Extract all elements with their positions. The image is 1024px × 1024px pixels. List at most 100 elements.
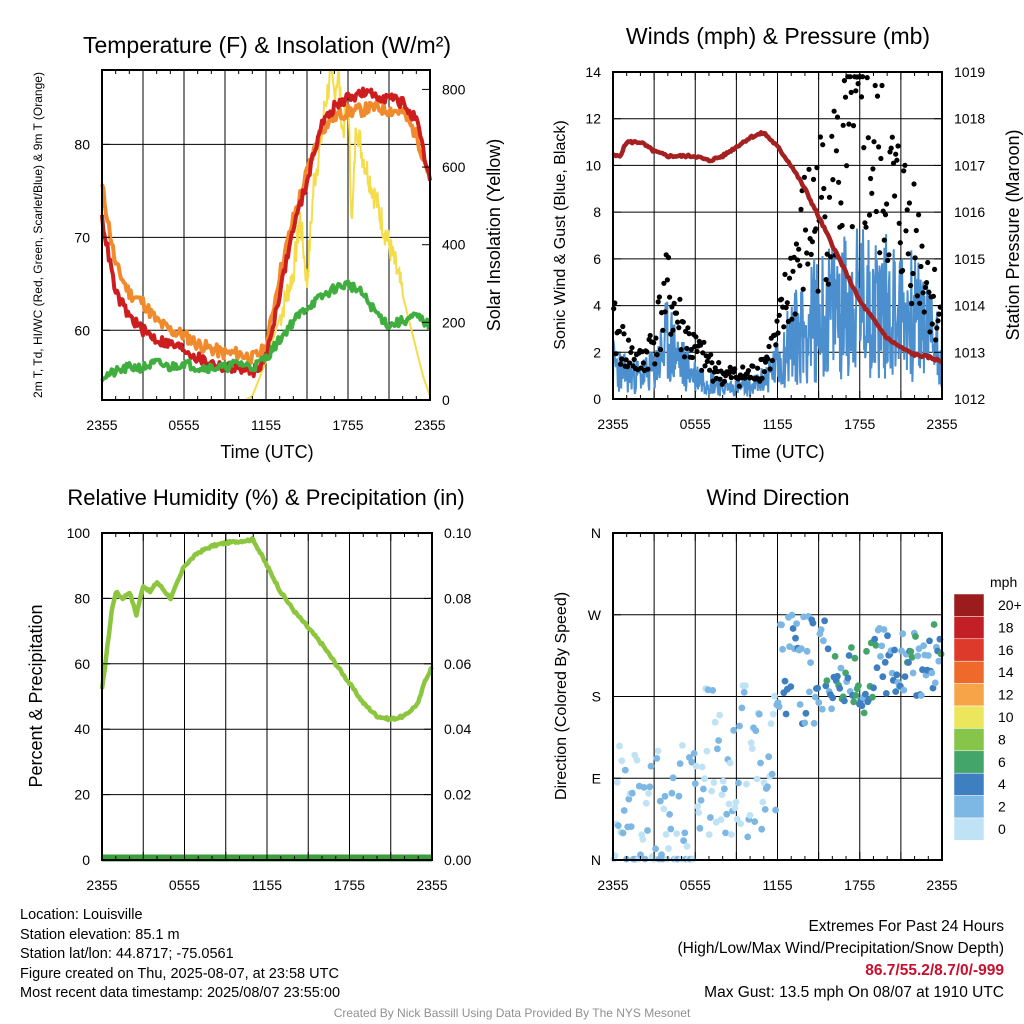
gust-point xyxy=(783,305,789,311)
direction-point xyxy=(680,837,687,844)
extremes-values: 86.7/55.2/8.7/0/-999 xyxy=(865,962,1004,979)
direction-point xyxy=(661,792,669,800)
gust-point xyxy=(657,346,664,353)
gust-point xyxy=(726,371,732,377)
gust-point xyxy=(708,352,714,358)
gust-point xyxy=(709,360,715,366)
gust-point xyxy=(813,226,819,232)
direction-point xyxy=(769,710,777,718)
direction-point xyxy=(778,621,785,629)
gust-point xyxy=(689,354,696,361)
direction-point xyxy=(656,797,664,805)
direction-point xyxy=(690,750,698,757)
gust-point xyxy=(645,366,651,372)
gust-point xyxy=(878,155,884,162)
station-elevation: Station elevation: 85.1 m xyxy=(20,926,180,943)
gust-point xyxy=(802,227,809,233)
direction-point xyxy=(694,803,701,810)
humidity-ytick-label: 40 xyxy=(74,721,90,737)
gust-point xyxy=(914,293,921,299)
precipitation-ytick-right-label: 0.08 xyxy=(444,590,471,606)
gust-point xyxy=(876,144,882,150)
gust-point xyxy=(912,255,918,261)
gust-point xyxy=(848,89,854,95)
direction-point xyxy=(807,659,814,666)
direction-point xyxy=(714,745,721,753)
colorbar-label: 6 xyxy=(998,754,1006,770)
gust-point xyxy=(685,325,691,331)
gust-point xyxy=(849,224,855,230)
gust-point xyxy=(647,332,653,339)
direction-point xyxy=(676,760,684,767)
direction-point xyxy=(787,683,795,690)
gust-point xyxy=(676,325,682,331)
gust-point xyxy=(656,294,663,300)
gust-point xyxy=(829,133,835,139)
direction-point xyxy=(920,642,927,650)
colorbar-swatch xyxy=(953,750,985,774)
gust-point xyxy=(796,246,802,252)
gust-point xyxy=(936,311,942,317)
pressure-ytick-right-label: 1013 xyxy=(954,344,985,360)
gust-point xyxy=(858,94,865,100)
gust-point xyxy=(872,82,878,89)
gust-point xyxy=(874,93,881,99)
humidity-line xyxy=(99,536,434,723)
gust-point xyxy=(781,324,787,330)
gust-point xyxy=(823,277,829,283)
gust-point xyxy=(710,378,716,384)
gust-point xyxy=(881,237,887,243)
gust-point xyxy=(800,286,806,292)
direction-point xyxy=(788,611,796,619)
direction-point xyxy=(742,682,749,690)
extremes-subtitle: (High/Low/Max Wind/Precipitation/Snow De… xyxy=(677,940,1005,957)
colorbar-swatch xyxy=(953,593,985,617)
direction-point xyxy=(869,693,876,701)
insolation-ytick-right-label: 400 xyxy=(442,237,466,253)
gust-point xyxy=(697,342,704,348)
gust-point xyxy=(688,346,694,353)
precipitation-ytick-right-label: 0.00 xyxy=(444,852,471,868)
winds-xtick-label: 1155 xyxy=(762,416,792,432)
direction-point xyxy=(755,710,763,718)
gust-point xyxy=(755,365,761,371)
direction-point xyxy=(691,780,699,787)
direction-point xyxy=(929,684,937,692)
winds-xtick-label: 0555 xyxy=(680,416,711,432)
precipitation-ytick-right-label: 0.10 xyxy=(444,525,471,541)
direction-point xyxy=(822,682,830,690)
gust-point xyxy=(895,143,901,149)
gust-point xyxy=(905,251,911,257)
gust-point xyxy=(932,266,938,272)
gust-point xyxy=(825,281,832,287)
winds-ytick-label: 0 xyxy=(593,391,601,407)
direction-point xyxy=(707,814,714,821)
direction-point xyxy=(796,701,804,708)
gust-point xyxy=(794,257,801,263)
gust-point xyxy=(798,206,804,212)
direction-point xyxy=(801,719,809,727)
direction-point xyxy=(908,653,916,661)
gust-point xyxy=(786,275,793,281)
gust-point xyxy=(640,360,647,366)
wind-direction-panel: Wind Direction 2355 0555 1155 1755 2355 N E S W N… xyxy=(553,485,1022,893)
gust-point xyxy=(717,376,723,382)
direction-point xyxy=(775,703,783,711)
colorbar-label: 20+ xyxy=(998,597,1022,613)
station-location: Location: Louisville xyxy=(20,907,143,923)
colorbar-label: 14 xyxy=(998,664,1014,680)
winds-ytick-label: 10 xyxy=(585,157,601,173)
gust-point xyxy=(766,343,772,350)
direction-ytick-label: N xyxy=(591,525,601,541)
gust-point xyxy=(775,330,781,336)
gust-point xyxy=(921,309,927,315)
station-info: Location: Louisville Station elevation: … xyxy=(20,906,340,1004)
direction-point xyxy=(870,684,877,692)
winds-xtick-label: 2355 xyxy=(597,416,628,432)
direction-point xyxy=(737,820,745,827)
gust-point xyxy=(910,270,916,277)
winds-ytick-label: 14 xyxy=(585,64,601,80)
winds-title: Winds (mph) & Pressure (mb) xyxy=(626,23,930,49)
direction-point xyxy=(901,673,909,680)
gust-point xyxy=(701,339,707,345)
